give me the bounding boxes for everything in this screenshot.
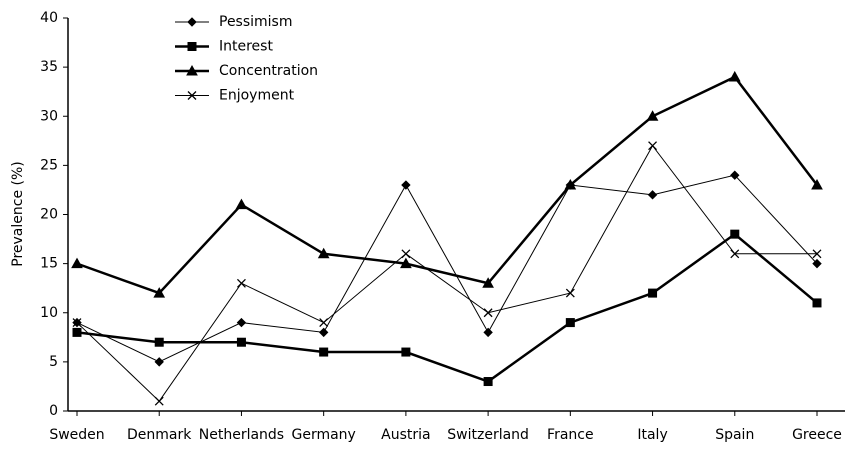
y-tick-label: 5 — [49, 354, 58, 370]
marker — [483, 308, 493, 318]
x-tick-label: Spain — [715, 427, 754, 443]
marker — [565, 288, 575, 298]
marker — [235, 198, 248, 210]
marker — [730, 229, 740, 239]
marker — [186, 64, 198, 76]
x-tick-label: Netherlands — [199, 427, 284, 443]
y-tick-label: 0 — [49, 403, 58, 419]
marker — [154, 357, 164, 367]
marker — [187, 42, 197, 51]
y-tick-label: 30 — [40, 108, 58, 124]
x-tick-label: Italy — [637, 427, 667, 443]
marker — [319, 347, 329, 357]
marker — [648, 288, 658, 298]
marker — [812, 249, 822, 259]
marker — [812, 258, 822, 269]
marker — [483, 327, 493, 338]
y-tick-label: 15 — [40, 256, 58, 272]
marker — [187, 91, 197, 100]
marker — [187, 17, 197, 27]
marker — [730, 170, 740, 180]
marker — [154, 337, 164, 347]
marker — [319, 318, 329, 328]
marker — [564, 178, 577, 190]
legend-label: Interest — [219, 39, 273, 55]
y-tick-label: 35 — [40, 59, 58, 75]
marker — [401, 347, 411, 357]
y-tick-label: 10 — [40, 305, 58, 321]
marker — [153, 287, 166, 298]
y-axis-label: Prevalence (%) — [10, 161, 26, 267]
x-tick-label: Switzerland — [447, 427, 529, 443]
marker — [236, 317, 247, 328]
x-tick-label: Denmark — [127, 427, 192, 443]
marker — [71, 257, 83, 269]
marker — [730, 249, 740, 259]
x-tick-label: Greece — [792, 427, 842, 443]
marker — [317, 247, 330, 259]
marker — [154, 396, 164, 406]
y-tick-label: 20 — [40, 207, 58, 223]
marker — [236, 337, 246, 347]
marker — [728, 70, 741, 82]
series-line — [76, 144, 817, 402]
marker — [72, 318, 82, 328]
legend-label: Concentration — [219, 63, 318, 79]
marker — [401, 180, 411, 190]
marker — [400, 257, 412, 269]
x-tick-label: Austria — [381, 427, 430, 443]
marker — [812, 298, 822, 308]
series-line — [76, 75, 818, 295]
x-tick-label: Germany — [291, 427, 355, 443]
x-tick-label: France — [547, 427, 594, 443]
marker — [236, 278, 246, 288]
marker — [647, 190, 658, 200]
legend-label: Enjoyment — [219, 88, 295, 104]
y-tick-label: 25 — [40, 157, 58, 173]
y-tick-label: 40 — [40, 10, 58, 26]
marker — [483, 377, 493, 387]
marker — [565, 318, 575, 328]
marker — [811, 178, 823, 190]
marker — [648, 141, 658, 151]
marker — [401, 249, 411, 259]
legend-label: Pessimism — [219, 14, 293, 30]
marker — [482, 277, 494, 288]
x-tick-label: Sweden — [49, 427, 104, 443]
marker — [646, 110, 659, 121]
marker — [72, 327, 82, 337]
marker — [318, 327, 329, 338]
series-line — [76, 174, 818, 363]
